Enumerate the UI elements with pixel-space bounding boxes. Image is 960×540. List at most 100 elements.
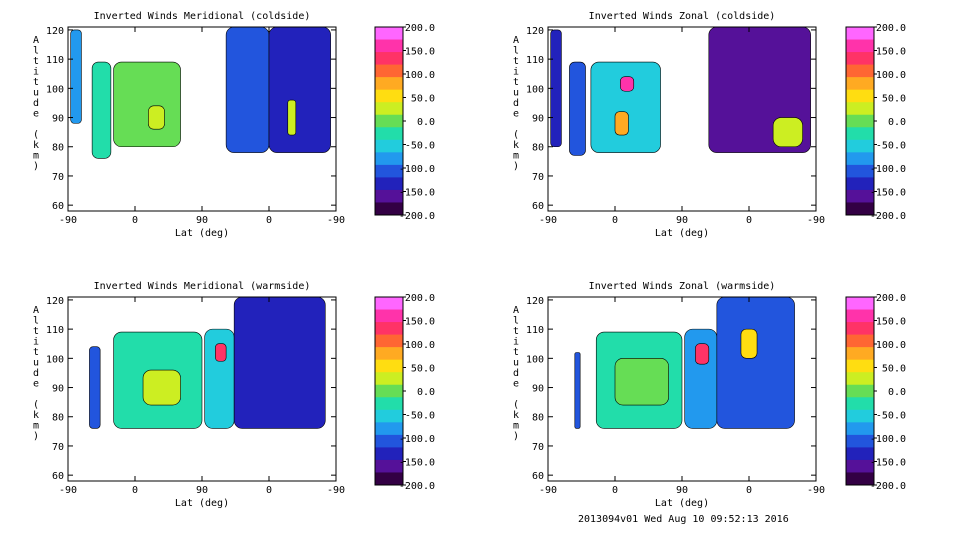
panel-3: Inverted Winds Meridional (warmside) -90 0… xyxy=(33,281,435,509)
colorbar-swatch xyxy=(375,64,403,78)
chart-title: Inverted Winds Zonal (warmside) xyxy=(589,281,776,292)
colorbar-swatch xyxy=(375,447,403,461)
colorbar-swatch xyxy=(846,359,874,373)
x-tick-label: 90 xyxy=(676,215,688,226)
contour-region xyxy=(740,328,758,359)
colorbar-swatch xyxy=(375,164,403,178)
panel-2: Inverted Winds Zonal (coldside) -90 0 90 0 -9… xyxy=(513,11,906,239)
colorbar-swatch xyxy=(846,422,874,436)
colorbar-tick-label: -150.0 xyxy=(399,458,435,469)
colorbar-tick-label: 0.0 xyxy=(888,117,906,128)
colorbar-swatch xyxy=(375,397,403,411)
colorbar-swatch xyxy=(375,77,403,91)
colorbar-tick-label: 100.0 xyxy=(405,70,435,81)
colorbar-swatch xyxy=(375,189,403,203)
y-tick-label: 70 xyxy=(532,442,544,453)
colorbar-swatch xyxy=(375,409,403,423)
y-tick-label: 90 xyxy=(52,114,64,125)
colorbar-tick-label: -200.0 xyxy=(399,211,435,222)
colorbar-swatch xyxy=(375,334,403,348)
colorbar-swatch xyxy=(846,434,874,448)
colorbar-swatch xyxy=(846,447,874,461)
contour-region xyxy=(268,26,331,153)
colorbar-swatch xyxy=(846,347,874,361)
colorbar-swatch xyxy=(846,152,874,166)
colorbar-swatch xyxy=(846,397,874,411)
contour-region xyxy=(225,26,270,153)
colorbar-swatch xyxy=(846,189,874,203)
x-axis-label: Lat (deg) xyxy=(655,228,709,239)
y-tick-label: 100 xyxy=(526,354,544,365)
colorbar: 200.0 150.0 100.0 50.0 0.0 -50.0 -100.0 -150.0 -… xyxy=(374,23,435,222)
y-tick-label: 110 xyxy=(46,55,64,66)
colorbar-tick-label: 200.0 xyxy=(405,293,435,304)
y-tick-label: 100 xyxy=(46,84,64,95)
colorbar-swatch xyxy=(375,422,403,436)
colorbar-swatch xyxy=(375,459,403,473)
x-tick-label: -90 xyxy=(327,485,345,496)
y-tick-label: 100 xyxy=(526,84,544,95)
colorbar-swatch xyxy=(846,52,874,66)
colorbar-swatch xyxy=(375,177,403,191)
x-tick-label: 90 xyxy=(196,215,208,226)
colorbar-swatch xyxy=(375,152,403,166)
contour-region xyxy=(215,343,227,362)
colorbar-tick-label: -50.0 xyxy=(876,411,906,422)
y-tick-label: 60 xyxy=(52,471,64,482)
colorbar-tick-label: 0.0 xyxy=(888,387,906,398)
contour-region xyxy=(569,61,586,156)
colorbar-tick-label: -50.0 xyxy=(876,141,906,152)
x-axis-label: Lat (deg) xyxy=(175,228,229,239)
colorbar-tick-label: -50.0 xyxy=(405,141,435,152)
x-tick-label: 0 xyxy=(746,485,752,496)
colorbar-swatch xyxy=(375,297,403,311)
timestamp-label: 2013094v01 Wed Aug 10 09:52:13 2016 xyxy=(578,514,789,525)
x-tick-label: -90 xyxy=(539,485,557,496)
y-tick-label: 60 xyxy=(532,201,544,212)
colorbar-tick-label: 150.0 xyxy=(876,47,906,58)
y-tick-label: 110 xyxy=(526,325,544,336)
colorbar-swatch xyxy=(846,102,874,116)
contour-region xyxy=(70,29,82,124)
colorbar-swatch xyxy=(846,27,874,41)
footer: 2013094v01 Wed Aug 10 09:52:13 2016 xyxy=(0,514,960,528)
colorbar-swatch xyxy=(375,202,403,216)
colorbar-tick-label: 150.0 xyxy=(405,317,435,328)
chart-title: Inverted Winds Meridional (coldside) xyxy=(94,11,311,22)
y-tick-label: 120 xyxy=(46,26,64,37)
chart-title: Inverted Winds Zonal (coldside) xyxy=(589,11,776,22)
contour-region xyxy=(590,61,661,153)
colorbar-swatch xyxy=(375,114,403,128)
contour-region xyxy=(89,346,101,429)
x-tick-label: 0 xyxy=(132,485,138,496)
x-tick-label: -90 xyxy=(539,215,557,226)
colorbar: 200.0 150.0 100.0 50.0 0.0 -50.0 -100.0 -150.0 -… xyxy=(374,293,435,492)
colorbar-swatch xyxy=(846,177,874,191)
panel-4: Inverted Winds Zonal (warmside) -90 0 90 0 -9… xyxy=(513,281,906,509)
colorbar-tick-label: -200.0 xyxy=(399,481,435,492)
contour-region xyxy=(142,369,181,406)
y-tick-label: 120 xyxy=(46,296,64,307)
contour-region xyxy=(614,358,669,406)
y-tick-label: 110 xyxy=(46,325,64,336)
colorbar-tick-label: 150.0 xyxy=(405,47,435,58)
x-tick-label: 0 xyxy=(132,215,138,226)
panel-1: Inverted Winds Meridional (coldside) -90 0… xyxy=(33,11,435,239)
x-tick-label: 90 xyxy=(196,485,208,496)
y-tick-label: 90 xyxy=(532,384,544,395)
colorbar-swatch xyxy=(375,52,403,66)
colorbar-swatch xyxy=(846,127,874,141)
x-tick-label: -90 xyxy=(807,215,825,226)
colorbar-tick-label: -100.0 xyxy=(399,164,435,175)
colorbar-tick-label: -200.0 xyxy=(870,481,906,492)
colorbar-tick-label: -150.0 xyxy=(870,458,906,469)
colorbar-swatch xyxy=(375,89,403,103)
y-tick-label: 120 xyxy=(526,296,544,307)
colorbar-swatch xyxy=(846,459,874,473)
colorbar-tick-label: -100.0 xyxy=(870,164,906,175)
colorbar-tick-label: -150.0 xyxy=(870,188,906,199)
y-tick-label: 90 xyxy=(52,384,64,395)
